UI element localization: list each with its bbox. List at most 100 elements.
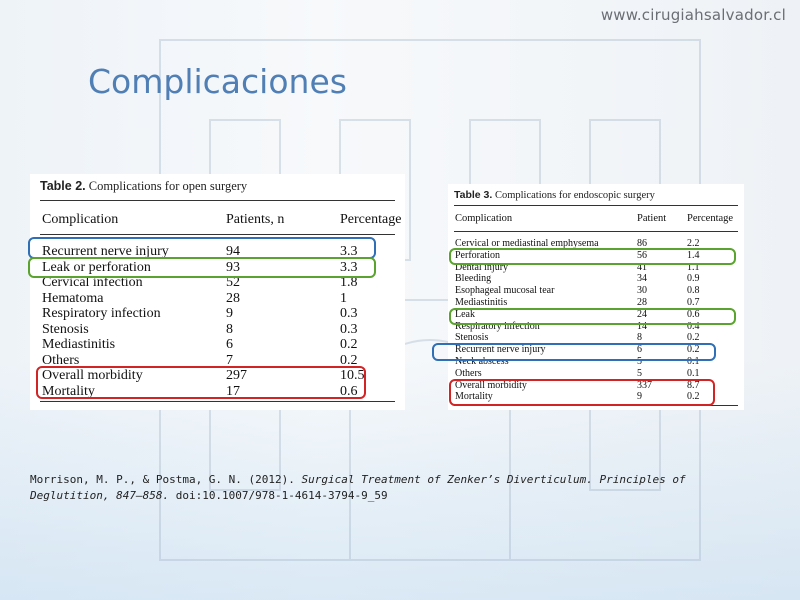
cell-patient: 8: [637, 332, 642, 344]
table-row: Hematoma 28 1: [42, 291, 395, 307]
cell-complication: Stenosis: [42, 321, 89, 337]
highlight-box-nerve-injury: [28, 237, 376, 259]
cell-complication: Recurrent nerve injury: [42, 244, 169, 259]
cell-percentage: 0.1: [687, 356, 700, 367]
cell-complication: Cervical infection: [42, 275, 143, 290]
table-row: Stenosis 8 0.3: [42, 322, 395, 338]
highlight-box-morbidity-mortality: [36, 366, 366, 399]
table-row: Perforation 56 1.4: [455, 250, 738, 262]
cell-percentage: 0.2: [687, 344, 700, 356]
cell-complication: Mediastinitis: [455, 297, 508, 308]
cell-percentage: 0.2: [687, 332, 700, 344]
cell-patient: 337: [637, 379, 652, 391]
table-top-rule: [454, 205, 738, 206]
cell-percentage: 0.7: [687, 297, 700, 308]
citation: Morrison, M. P., & Postma, G. N. (2012).…: [30, 472, 770, 504]
table-open-surgery: Table 2. Complications for open surgery …: [30, 174, 405, 410]
cell-complication: Others: [42, 352, 80, 368]
citation-title: Surgical Treatment of Zenker’s Diverticu…: [30, 473, 686, 502]
cell-patients: 8: [226, 321, 233, 337]
highlight-box-leak: [28, 257, 376, 278]
table-header-rule: [454, 231, 738, 232]
cell-patients: 6: [226, 337, 233, 352]
cell-complication: Perforation: [455, 249, 500, 261]
table-row: Cervical or mediastinal emphysema 86 2.2: [455, 238, 738, 250]
cell-percentage: 1.8: [340, 275, 358, 290]
table-caption: Table 3. Complications for endoscopic su…: [454, 189, 655, 201]
cell-percentage: 0.6: [340, 383, 358, 399]
column-header-complication: Complication: [455, 213, 513, 224]
citation-authors: Morrison, M. P., & Postma, G. N. (2012).: [30, 473, 302, 486]
table-row: Others 5 0.1: [455, 368, 738, 380]
highlight-box-morbidity-mortality: [449, 379, 715, 406]
cell-complication: Mortality: [42, 383, 95, 399]
table-bottom-rule: [40, 401, 395, 402]
cell-patients: 297: [226, 368, 247, 383]
table-row: Mortality 9 0.2: [455, 391, 738, 403]
cell-complication: Bleeding: [455, 273, 492, 285]
table-header-rule: [40, 234, 395, 235]
table-row: Respiratory infection 14 0.4: [455, 321, 738, 333]
cell-complication: Esophageal mucosal tear: [455, 285, 555, 297]
table-endoscopic-surgery: Table 3. Complications for endoscopic su…: [448, 184, 744, 410]
cell-patients: 7: [226, 352, 233, 368]
table-row: Stenosis 8 0.2: [455, 332, 738, 344]
cell-complication: Neck abscess: [455, 356, 509, 367]
column-header-percentage: Percentage: [340, 212, 402, 227]
cell-complication: Dental injury: [455, 261, 509, 273]
cell-percentage: 0.8: [687, 285, 700, 297]
cell-percentage: 3.3: [340, 244, 358, 259]
table-row: Recurrent nerve injury 6 0.2: [455, 344, 738, 356]
cell-patient: 9: [637, 391, 642, 403]
cell-patient: 5: [637, 356, 642, 367]
cell-patient: 5: [637, 367, 642, 379]
cell-complication: Mortality: [455, 391, 493, 403]
table-row: Esophageal mucosal tear 30 0.8: [455, 285, 738, 297]
cell-patients: 9: [226, 306, 233, 321]
cell-complication: Overall morbidity: [42, 368, 143, 383]
cell-patients: 94: [226, 244, 240, 259]
cell-patient: 6: [637, 344, 642, 356]
table-caption-text: Complications for open surgery: [88, 179, 248, 193]
table-row: Bleeding 34 0.9: [455, 273, 738, 285]
table-row: Overall morbidity 337 8.7: [455, 380, 738, 392]
highlight-box-nerve-injury: [432, 343, 716, 361]
table-top-rule: [40, 200, 395, 201]
cell-complication: Respiratory infection: [42, 306, 161, 321]
table-row: Cervical infection 52 1.8: [42, 275, 395, 291]
cell-percentage: 0.2: [340, 352, 358, 368]
cell-percentage: 1.1: [687, 261, 700, 273]
cell-complication: Leak or perforation: [42, 259, 151, 275]
table-row: Mediastinitis 6 0.2: [42, 337, 395, 353]
cell-patient: 41: [637, 261, 647, 273]
cell-percentage: 0.2: [340, 337, 358, 352]
cell-percentage: 1.4: [687, 249, 700, 261]
site-url: www.cirugiahsalvador.cl: [600, 6, 786, 24]
column-header-complication: Complication: [42, 212, 119, 227]
cell-percentage: 2.2: [687, 238, 700, 249]
cell-patient: 34: [637, 273, 647, 285]
cell-complication: Recurrent nerve injury: [455, 344, 546, 356]
table-row: Mortality 17 0.6: [42, 384, 395, 400]
cell-complication: Others: [455, 367, 482, 379]
column-header-patient: Patient: [637, 213, 667, 224]
cell-percentage: 3.3: [340, 259, 358, 275]
column-header-percentage: Percentage: [687, 213, 734, 224]
table-caption-label: Table 2.: [40, 179, 86, 193]
cell-patient: 30: [637, 285, 647, 297]
cell-percentage: 0.3: [340, 306, 358, 321]
cell-patients: 17: [226, 383, 240, 399]
cell-patient: 56: [637, 249, 647, 261]
cell-percentage: 0.4: [687, 320, 700, 332]
cell-complication: Leak: [455, 308, 475, 320]
cell-percentage: 0.9: [687, 273, 700, 285]
cell-complication: Overall morbidity: [455, 379, 527, 391]
slide-title: Complicaciones: [88, 62, 347, 101]
cell-patient: 28: [637, 297, 647, 308]
cell-patient: 86: [637, 238, 647, 249]
table-caption-text: Complications for endoscopic surgery: [494, 190, 655, 201]
cell-percentage: 0.2: [687, 391, 700, 403]
table-row: Dental injury 41 1.1: [455, 262, 738, 274]
table-row: Overall morbidity 297 10.5: [42, 368, 395, 384]
cell-percentage: 0.3: [340, 321, 358, 337]
